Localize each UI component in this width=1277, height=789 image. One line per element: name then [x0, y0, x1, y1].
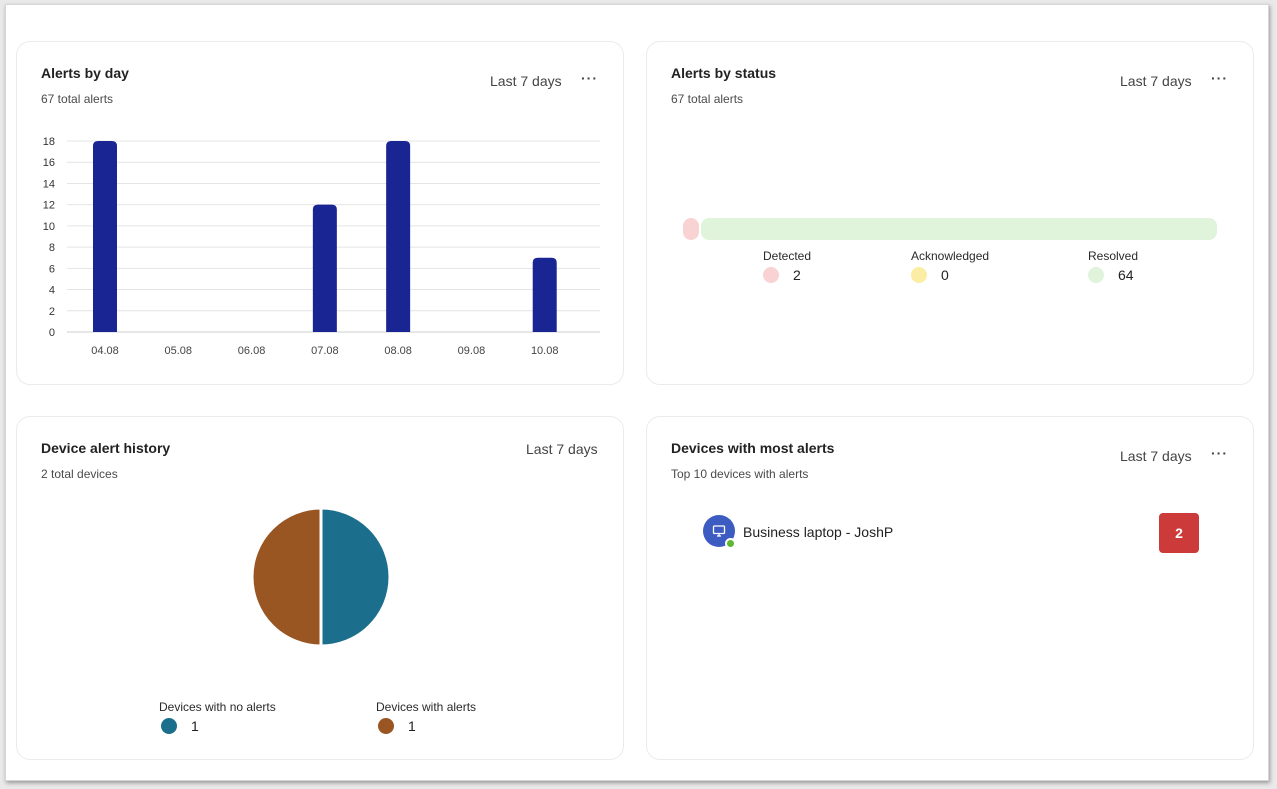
status-progress-bar [683, 218, 1217, 240]
y-tick-label: 14 [43, 178, 55, 190]
y-tick-label: 12 [43, 200, 55, 212]
more-options-icon[interactable]: ··· [1211, 70, 1228, 86]
more-options-icon[interactable]: ··· [581, 70, 598, 86]
card-subtitle: 67 total alerts [41, 92, 114, 106]
card-subtitle: 67 total alerts [671, 92, 744, 106]
y-tick-label: 6 [49, 263, 55, 275]
x-tick-label: 10.08 [531, 345, 559, 357]
bar-10.08 [532, 257, 557, 332]
period-selector[interactable]: Last 7 days [526, 441, 598, 457]
x-tick-label: 08.08 [384, 345, 412, 357]
status-legend-acknowledged: Acknowledged 0 [911, 249, 989, 283]
status-segment-resolved [701, 218, 1217, 240]
y-tick-label: 8 [49, 242, 55, 254]
legend-label: Devices with no alerts [159, 700, 276, 714]
x-tick-label: 04.08 [91, 345, 119, 357]
status-segment-detected [683, 218, 700, 240]
alert-count-badge: 2 [1159, 513, 1199, 553]
dashboard: Alerts by day 67 total alerts Last 7 day… [5, 4, 1269, 781]
legend-value: 1 [408, 718, 416, 734]
pie-slice-0 [319, 506, 392, 648]
x-tick-label: 09.08 [458, 345, 486, 357]
status-legend-resolved: Resolved 64 [1088, 249, 1138, 283]
period-selector[interactable]: Last 7 days [1120, 73, 1192, 89]
y-tick-label: 10 [43, 221, 55, 233]
legend-label: Detected [763, 249, 812, 263]
device-alert-history-card: Device alert history 2 total devices Las… [16, 416, 624, 760]
legend-label: Resolved [1088, 249, 1139, 263]
card-subtitle: Top 10 devices with alerts [671, 467, 809, 481]
y-tick-label: 2 [49, 306, 55, 318]
legend-no-alerts: Devices with no alerts 1 [159, 700, 276, 734]
period-selector[interactable]: Last 7 days [490, 73, 562, 89]
card-title: Devices with most alerts [671, 440, 835, 456]
alerts-by-status-card: Alerts by status 67 total alerts Last 7 … [646, 41, 1254, 385]
period-selector[interactable]: Last 7 days [1120, 448, 1192, 464]
card-subtitle: 2 total devices [41, 467, 118, 481]
legend-with-alerts: Devices with alerts 1 [376, 700, 476, 734]
legend-value: 1 [191, 718, 199, 734]
x-tick-label: 06.08 [238, 345, 266, 357]
y-tick-label: 16 [43, 157, 55, 169]
bar-04.08 [93, 141, 117, 332]
y-tick-label: 0 [49, 327, 55, 339]
legend-value: 64 [1118, 267, 1134, 283]
alerts-bar-chart: 0 2 4 6 8 10 12 14 16 18 04.08 05.08 06.08 07.08 08.08… [43, 136, 600, 357]
acknowledged-dot [911, 267, 927, 283]
pie-slice-1 [250, 506, 323, 648]
with-alerts-dot [378, 718, 394, 734]
card-title: Device alert history [41, 440, 171, 456]
x-tick-label: 05.08 [165, 345, 193, 357]
legend-value: 0 [941, 267, 949, 283]
resolved-dot [1088, 267, 1104, 283]
card-title: Alerts by status [671, 65, 777, 81]
online-status-icon [725, 538, 736, 549]
device-row[interactable]: Business laptop - JoshP 2 [703, 513, 1199, 557]
y-tick-label: 4 [49, 285, 55, 297]
x-tick-label: 07.08 [311, 345, 339, 357]
bar-07.08 [312, 204, 337, 332]
legend-label: Acknowledged [911, 249, 990, 263]
device-pie-chart [250, 506, 392, 648]
detected-dot [763, 267, 779, 283]
bar-08.08 [386, 141, 411, 332]
alerts-by-day-card: Alerts by day 67 total alerts Last 7 day… [16, 41, 624, 385]
no-alerts-dot [161, 718, 177, 734]
status-legend-detected: Detected 2 [763, 249, 811, 283]
more-options-icon[interactable]: ··· [1211, 445, 1228, 461]
devices-most-alerts-card: Devices with most alerts Top 10 devices … [646, 416, 1254, 760]
device-name[interactable]: Business laptop - JoshP [743, 524, 894, 540]
card-title: Alerts by day [41, 65, 129, 81]
legend-label: Devices with alerts [376, 700, 477, 714]
y-tick-label: 18 [43, 136, 55, 148]
legend-value: 2 [793, 267, 801, 283]
